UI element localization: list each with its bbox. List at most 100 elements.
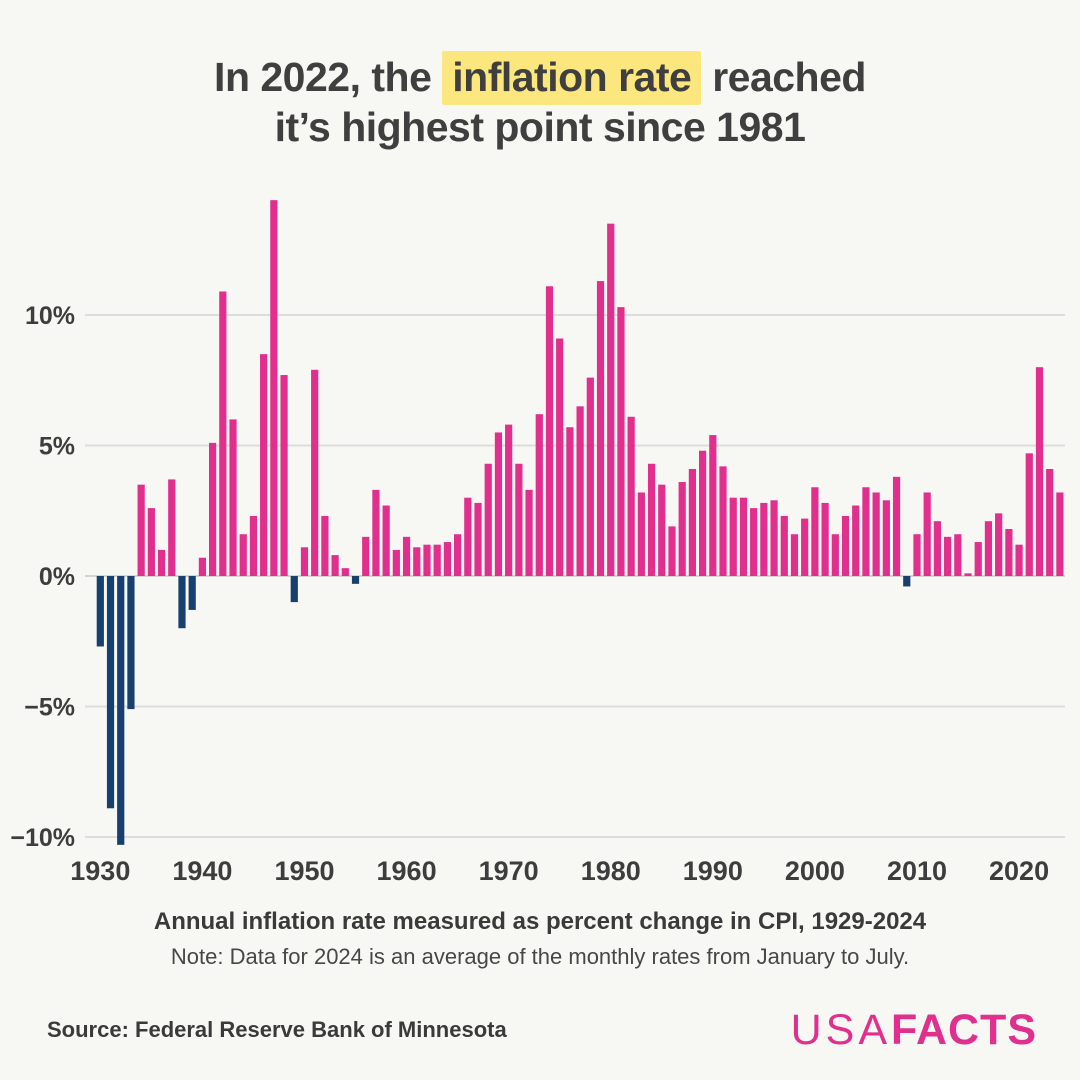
bar-1930 xyxy=(96,576,104,647)
bar-1939 xyxy=(188,576,196,610)
bar-1984 xyxy=(647,463,656,576)
bar-1958 xyxy=(382,505,390,576)
footer: Source: Federal Reserve Bank of Minnesot… xyxy=(47,1002,1037,1058)
x-tick-label-1950: 1950 xyxy=(274,856,334,886)
bar-2006 xyxy=(872,492,880,576)
logo-usa: USA xyxy=(790,1005,892,1054)
x-tick-label-1970: 1970 xyxy=(479,856,539,886)
bar-1980 xyxy=(607,223,615,576)
bar-2019 xyxy=(1005,529,1013,576)
chart-note: Note: Data for 2024 is an average of the… xyxy=(170,944,910,969)
bar-1988 xyxy=(688,468,696,576)
page-title: In 2022, the inflation rate reached it’s… xyxy=(0,51,1080,152)
bar-1983 xyxy=(637,492,645,576)
bar-1998 xyxy=(790,534,799,576)
x-tick-label-1960: 1960 xyxy=(377,856,437,886)
bar-1952 xyxy=(321,515,329,576)
logo-facts: FACTS xyxy=(891,1005,1037,1054)
bar-1957 xyxy=(372,489,380,576)
bar-1948 xyxy=(280,375,288,576)
bar-1994 xyxy=(750,508,758,576)
bar-1964 xyxy=(443,542,451,576)
title-line2: it’s highest point since 1981 xyxy=(274,104,806,150)
source-text: Source: Federal Reserve Bank of Minnesot… xyxy=(47,1017,507,1042)
bar-1977 xyxy=(576,406,584,576)
bar-1936 xyxy=(157,549,166,576)
x-tick-label-2010: 2010 xyxy=(887,856,947,886)
bar-1979 xyxy=(596,281,605,576)
bar-1971 xyxy=(515,463,523,576)
bar-1967 xyxy=(474,502,482,576)
bar-1970 xyxy=(505,424,513,576)
chart-subtitle: Annual inflation rate measured as percen… xyxy=(153,908,927,935)
bar-1992 xyxy=(729,497,737,576)
bar-2024 xyxy=(1056,492,1064,576)
bar-1973 xyxy=(535,414,543,576)
bar-2016 xyxy=(974,542,982,576)
chart-caption: Annual inflation rate measured as percen… xyxy=(0,908,1080,970)
bar-1993 xyxy=(739,497,748,576)
usafacts-logo: USAFACTS xyxy=(790,1005,1037,1054)
bar-1976 xyxy=(566,427,574,576)
y-tick-label-0: 0% xyxy=(39,563,75,591)
bar-1956 xyxy=(362,536,370,576)
bar-1933 xyxy=(127,576,135,710)
bar-1974 xyxy=(545,286,554,576)
chart-canvas: 10% 5% 0% −5% −10% 1930 1940 1950 1960 1970 1980 19… xyxy=(10,200,1065,886)
bar-1990 xyxy=(709,435,717,576)
bar-2018 xyxy=(995,513,1003,576)
bar-1934 xyxy=(137,484,145,576)
bar-1946 xyxy=(260,354,268,576)
bar-1966 xyxy=(464,497,472,576)
bar-2017 xyxy=(984,521,993,576)
bar-1969 xyxy=(494,432,503,576)
bar-1972 xyxy=(525,489,533,576)
bar-1989 xyxy=(699,450,707,576)
bar-2005 xyxy=(862,487,870,576)
bar-1935 xyxy=(147,508,155,576)
bar-2023 xyxy=(1046,468,1054,576)
bar-1945 xyxy=(249,515,258,576)
bar-1941 xyxy=(209,442,217,576)
bar-2007 xyxy=(882,500,890,576)
bar-1949 xyxy=(290,576,298,603)
bar-1963 xyxy=(433,544,441,576)
bar-1987 xyxy=(678,482,686,576)
x-tick-label-1930: 1930 xyxy=(70,856,130,886)
bar-2001 xyxy=(821,502,829,576)
bar-1950 xyxy=(300,547,309,576)
bar-1955 xyxy=(351,576,360,584)
bar-1951 xyxy=(311,369,319,576)
bar-1986 xyxy=(668,526,676,576)
bar-2010 xyxy=(913,534,921,576)
y-tick-label--10: −10% xyxy=(10,824,75,852)
title-highlight: inflation rate xyxy=(442,51,702,105)
bar-2011 xyxy=(923,492,931,576)
bar-1953 xyxy=(331,555,339,576)
bar-1978 xyxy=(586,377,594,576)
y-tick-label-5: 5% xyxy=(39,433,75,461)
bar-1960 xyxy=(402,536,411,576)
bar-1944 xyxy=(239,534,247,576)
bar-2013 xyxy=(944,536,952,576)
title-line1-post: reached xyxy=(701,54,866,100)
bar-1985 xyxy=(658,484,666,576)
bar-1962 xyxy=(423,544,431,576)
bar-2009 xyxy=(903,576,911,587)
bar-2012 xyxy=(933,521,941,576)
bar-1999 xyxy=(801,518,809,576)
bar-1943 xyxy=(229,419,237,576)
bar-1937 xyxy=(168,479,176,576)
bar-1942 xyxy=(219,291,227,576)
bar-1954 xyxy=(341,568,349,576)
bar-2003 xyxy=(841,515,850,576)
bar-1981 xyxy=(617,307,625,576)
x-tick-label-1990: 1990 xyxy=(683,856,743,886)
x-tick-label-2020: 2020 xyxy=(989,856,1049,886)
bar-1997 xyxy=(780,515,788,576)
x-tick-label-1940: 1940 xyxy=(172,856,232,886)
y-tick-label--5: −5% xyxy=(24,694,75,722)
inflation-bar-chart: 10% 5% 0% −5% −10% 1930 1940 1950 1960 1970 1980 19… xyxy=(0,180,1080,900)
x-tick-label-2000: 2000 xyxy=(785,856,845,886)
